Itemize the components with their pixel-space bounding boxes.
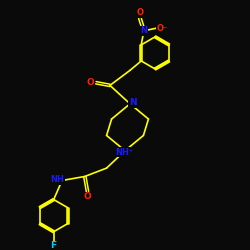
- Text: O⁻: O⁻: [157, 24, 168, 33]
- Text: O: O: [87, 78, 95, 87]
- Text: N: N: [129, 98, 136, 107]
- Text: NH⁺: NH⁺: [115, 148, 134, 156]
- Text: NH: NH: [50, 175, 64, 184]
- Text: F: F: [50, 241, 57, 250]
- Text: N: N: [140, 26, 147, 35]
- Text: O: O: [136, 8, 143, 17]
- Text: O: O: [84, 192, 91, 201]
